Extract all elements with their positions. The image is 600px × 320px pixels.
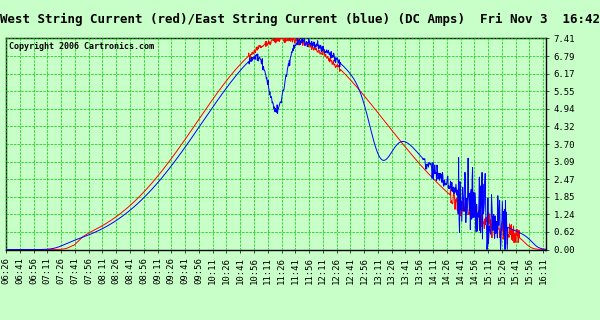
Text: West String Current (red)/East String Current (blue) (DC Amps)  Fri Nov 3  16:42: West String Current (red)/East String Cu…	[0, 13, 600, 26]
Text: Copyright 2006 Cartronics.com: Copyright 2006 Cartronics.com	[8, 42, 154, 51]
